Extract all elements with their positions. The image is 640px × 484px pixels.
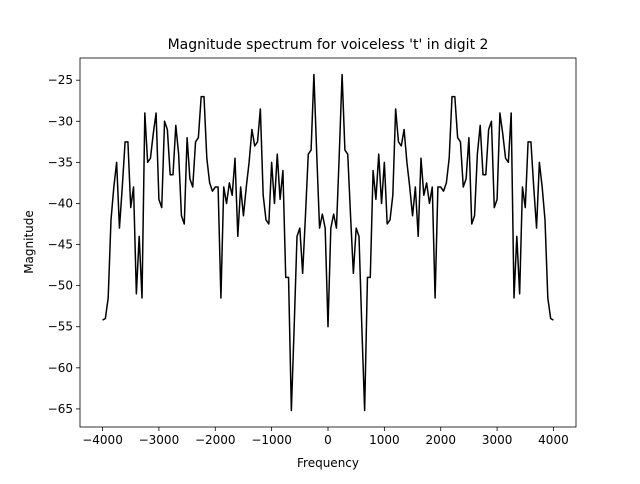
y-tick-label: −55 [48, 320, 73, 334]
x-tick-label: −2000 [195, 433, 236, 447]
y-tick-label: −50 [48, 279, 73, 293]
plot-frame [79, 57, 577, 428]
y-tick-label: −45 [48, 238, 73, 252]
x-tick-label: −1000 [251, 433, 292, 447]
x-tick-label: 0 [324, 433, 332, 447]
y-tick-label: −40 [48, 196, 73, 210]
y-tick-label: −35 [48, 155, 73, 169]
line-series [102, 73, 554, 412]
y-axis-label: Magnitude [22, 210, 36, 274]
x-tick-label: −3000 [139, 433, 180, 447]
y-tick-label: −30 [48, 114, 73, 128]
x-tick-label: 3000 [482, 433, 513, 447]
y-tick-label: −65 [48, 402, 73, 416]
y-tick-label: −60 [48, 361, 73, 375]
x-tick-label: 4000 [538, 433, 569, 447]
x-tick-label: 2000 [425, 433, 456, 447]
chart-title: Magnitude spectrum for voiceless 't' in … [168, 37, 489, 53]
x-tick-label: 1000 [369, 433, 400, 447]
x-axis-label: Frequency [297, 456, 359, 470]
x-tick-label: −4000 [82, 433, 123, 447]
y-tick-label: −25 [48, 73, 73, 87]
